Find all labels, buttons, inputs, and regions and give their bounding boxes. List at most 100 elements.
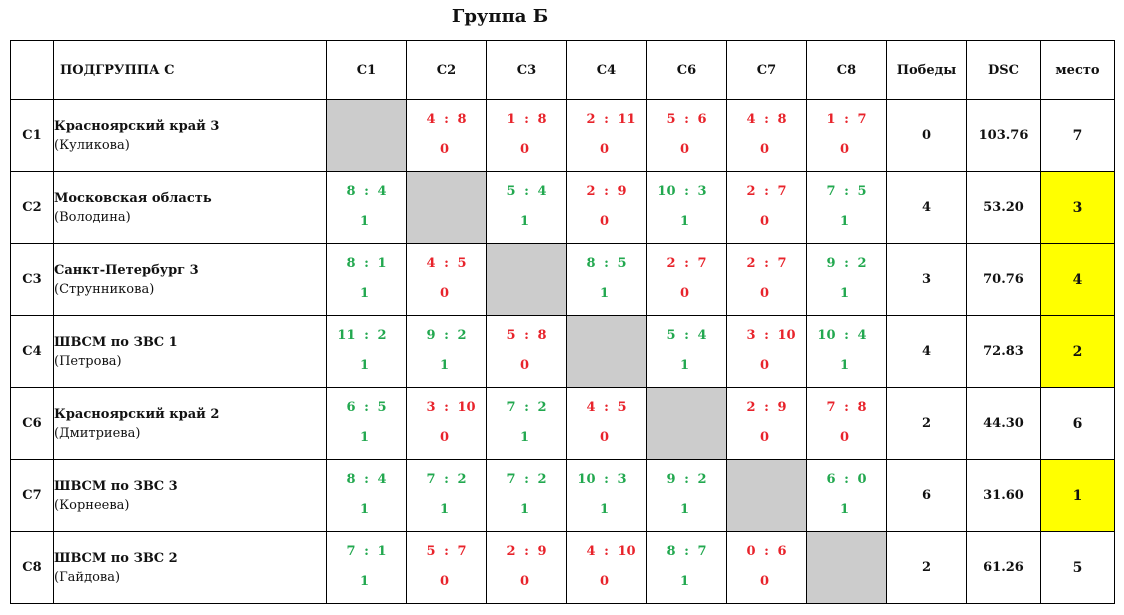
score-separator: : — [844, 256, 849, 271]
score-own: 2 — [746, 400, 756, 415]
match-score-cell: 8:5 1 — [566, 243, 647, 316]
score-separator: : — [844, 112, 849, 127]
match-points: 1 — [839, 358, 850, 373]
self-match-cell — [726, 459, 807, 532]
match-score: 6:5 — [327, 400, 406, 416]
wins-cell: 3 — [886, 243, 967, 316]
score-separator: : — [364, 544, 369, 559]
score-separator: : — [364, 400, 369, 415]
wins-cell: 6 — [886, 459, 967, 532]
score-separator: : — [764, 184, 769, 199]
score-opponent: 3 — [617, 472, 627, 487]
team-cell: Красноярский край 2 (Дмитриева) — [53, 387, 327, 460]
score-opponent: 4 — [377, 184, 387, 199]
match-score-cell: 3:10 0 — [726, 315, 807, 388]
header-dsc: DSC — [966, 40, 1041, 100]
score-own: 2 — [746, 184, 756, 199]
place-cell: 2 — [1040, 315, 1115, 388]
match-points: 0 — [439, 142, 450, 157]
score-separator: : — [684, 184, 689, 199]
header-col-c6: C6 — [646, 40, 727, 100]
team-cell: Санкт-Петербург 3 (Струнникова) — [53, 243, 327, 316]
dsc-cell: 53.20 — [966, 171, 1041, 244]
place-cell: 7 — [1040, 99, 1115, 172]
score-separator: : — [364, 184, 369, 199]
score-opponent: 9 — [617, 184, 627, 199]
coach-name: (Гайдова) — [54, 569, 121, 585]
match-score: 7:2 — [487, 400, 566, 416]
score-own: 2 — [586, 184, 596, 199]
match-points: 1 — [359, 286, 370, 301]
score-own: 2 — [506, 544, 516, 559]
score-opponent: 4 — [377, 472, 387, 487]
dsc-cell: 31.60 — [966, 459, 1041, 532]
match-score: 5:7 — [407, 544, 486, 560]
header-corner — [10, 40, 54, 100]
score-opponent: 7 — [777, 256, 787, 271]
table-row: C3 Санкт-Петербург 3 (Струнникова) 8:1 1 4:5 0… — [10, 243, 1115, 316]
score-own: 5 — [506, 328, 516, 343]
match-points: 0 — [759, 142, 770, 157]
coach-name: (Володина) — [54, 209, 131, 225]
team-code: C4 — [10, 315, 54, 388]
score-opponent: 2 — [537, 400, 547, 415]
score-own: 7 — [346, 544, 356, 559]
score-separator: : — [684, 328, 689, 343]
match-score: 3:10 — [407, 400, 486, 416]
match-score: 8:7 — [647, 544, 726, 560]
score-own: 7 — [506, 400, 516, 415]
score-own: 8 — [346, 256, 356, 271]
header-col-c4: C4 — [566, 40, 647, 100]
match-score: 8:5 — [567, 256, 646, 272]
score-separator: : — [604, 112, 609, 127]
match-points: 1 — [519, 214, 530, 229]
match-score-cell: 10:3 1 — [566, 459, 647, 532]
score-separator: : — [364, 472, 369, 487]
table-row: C4 ШВСМ по ЗВС 1 (Петрова) 11:2 1 9:2 1 5:8 0 5:4… — [10, 315, 1115, 388]
team-code: C7 — [10, 459, 54, 532]
score-opponent: 2 — [457, 472, 467, 487]
score-opponent: 4 — [697, 328, 707, 343]
match-points: 1 — [839, 214, 850, 229]
place-cell: 3 — [1040, 171, 1115, 244]
team-cell: Красноярский край 3 (Куликова) — [53, 99, 327, 172]
team-cell: ШВСМ по ЗВС 2 (Гайдова) — [53, 531, 327, 604]
score-opponent: 7 — [457, 544, 467, 559]
table-row: C7 ШВСМ по ЗВС 3 (Корнеева) 8:4 1 7:2 1 7:2 1 10:… — [10, 459, 1115, 532]
score-separator: : — [524, 400, 529, 415]
header-col-c3: C3 — [486, 40, 567, 100]
match-points: 1 — [679, 574, 690, 589]
score-own: 9 — [426, 328, 436, 343]
match-score: 5:6 — [647, 112, 726, 128]
match-score: 10:3 — [567, 472, 646, 488]
match-score: 2:7 — [647, 256, 726, 272]
match-points: 1 — [599, 286, 610, 301]
match-score-cell: 5:6 0 — [646, 99, 727, 172]
match-points: 0 — [599, 574, 610, 589]
score-own: 5 — [666, 328, 676, 343]
match-score: 8:4 — [327, 184, 406, 200]
match-score: 8:4 — [327, 472, 406, 488]
header-col-c1: C1 — [326, 40, 407, 100]
match-points: 0 — [839, 142, 850, 157]
match-score: 6:0 — [807, 472, 886, 488]
team-cell: ШВСМ по ЗВС 3 (Корнеева) — [53, 459, 327, 532]
match-points: 0 — [679, 142, 690, 157]
score-own: 10 — [577, 472, 596, 487]
score-own: 7 — [826, 400, 836, 415]
match-score: 9:2 — [407, 328, 486, 344]
score-opponent: 11 — [617, 112, 636, 127]
score-own: 8 — [346, 184, 356, 199]
team-name: Красноярский край 3 — [54, 118, 220, 134]
score-own: 4 — [586, 544, 596, 559]
score-own: 4 — [426, 256, 436, 271]
match-score-cell: 3:10 0 — [406, 387, 487, 460]
